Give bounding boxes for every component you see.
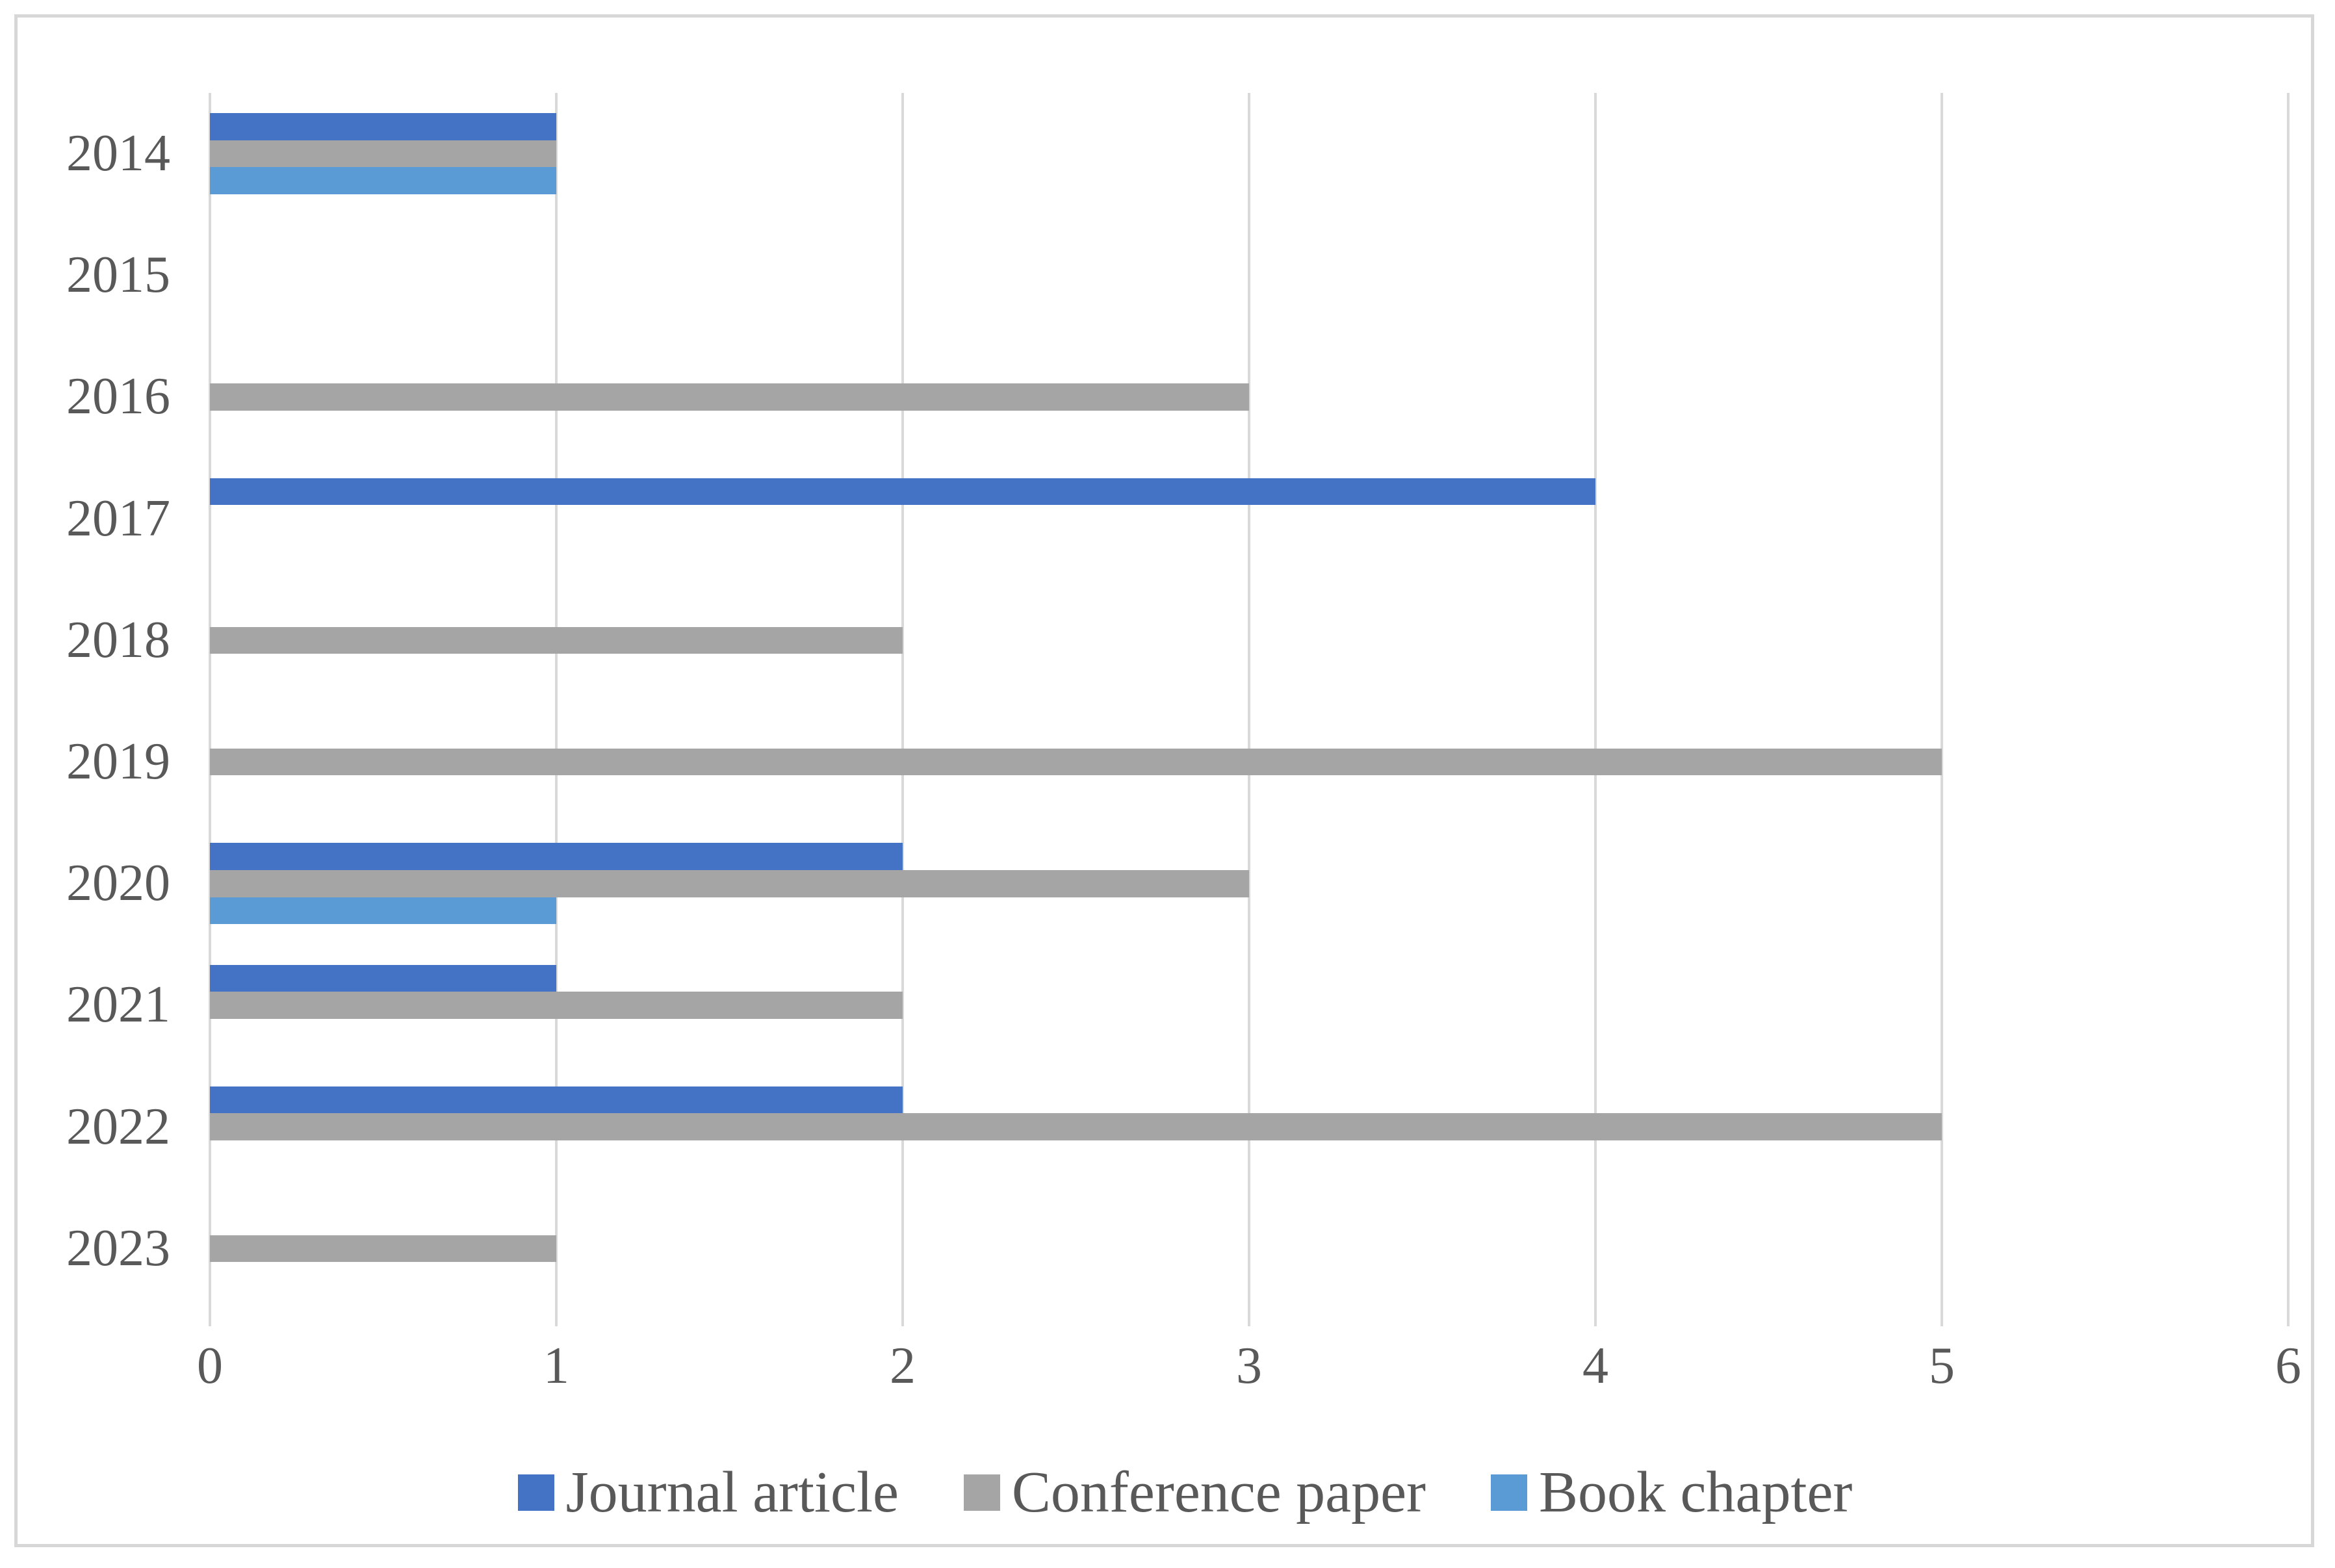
category-label-2018: 2018 [66,611,170,669]
tick-mark-3 [1248,1309,1250,1326]
bar-conference-paper-2020 [210,870,1249,897]
gridline-x-1 [555,93,558,1309]
legend-marker-icon [517,1474,554,1511]
legend: Journal article Conference paper Book chap… [18,1450,2335,1535]
gridline-x-6 [2287,93,2290,1309]
gridline-x-5 [1941,93,1943,1309]
category-label-2021: 2021 [66,976,170,1034]
bar-conference-paper-2019 [210,748,1942,776]
y-axis-category-labels: 2014 2015 2016 2017 2018 2019 2020 2021 2022 2023 [18,93,170,1309]
category-label-2016: 2016 [66,368,170,426]
bar-conference-paper-2018 [210,626,903,654]
bar-journal-article-2017 [210,478,1595,506]
tick-mark-0 [209,1309,211,1326]
legend-label: Conference paper [1011,1460,1426,1524]
category-label-2019: 2019 [66,733,170,790]
category-label-2015: 2015 [66,246,170,304]
tick-mark-4 [1594,1309,1597,1326]
tick-mark-2 [901,1309,904,1326]
bar-journal-article-2020 [210,843,903,870]
tick-mark-5 [1941,1309,1943,1326]
bar-journal-article-2022 [210,1086,903,1114]
legend-marker-icon [1491,1474,1528,1511]
bar-journal-article-2021 [210,964,556,992]
tick-mark-6 [2287,1309,2290,1326]
bar-conference-paper-2014 [210,140,556,168]
legend-label: Book chapter [1539,1460,1853,1524]
x-axis-tick-label: 0 [197,1337,223,1394]
category-label-2017: 2017 [66,489,170,547]
gridline-x-3 [1248,93,1250,1309]
x-axis-tick-label: 5 [1929,1337,1955,1394]
bar-conference-paper-2022 [210,1113,1942,1140]
category-label-2022: 2022 [66,1098,170,1155]
gridline-x-0 [209,93,211,1309]
x-axis-tick-label: 3 [1236,1337,1262,1394]
bar-conference-paper-2021 [210,992,903,1019]
bar-book-chapter-2014 [210,167,556,194]
legend-label: Journal article [565,1460,899,1524]
gridline-x-4 [1594,93,1597,1309]
tick-mark-1 [555,1309,558,1326]
legend-item-journal-article: Journal article [517,1460,899,1524]
category-label-2023: 2023 [66,1219,170,1277]
bar-journal-article-2014 [210,113,556,140]
legend-item-book-chapter: Book chapter [1491,1463,1852,1522]
legend-marker-icon [963,1474,1000,1511]
x-axis-tick-label: 1 [543,1337,569,1394]
chart-frame: 2014 2015 2016 2017 2018 2019 2020 2021 2022 2023… [14,14,2314,1547]
x-axis-tick-label: 2 [890,1337,916,1394]
legend-item-conference-paper: Conference paper [963,1460,1426,1524]
category-label-2014: 2014 [66,125,170,182]
x-axis-tick-label: 6 [2275,1337,2301,1394]
category-label-2020: 2020 [66,855,170,912]
x-axis-tick-label: 4 [1582,1337,1608,1394]
gridline-x-2 [901,93,904,1309]
bar-book-chapter-2020 [210,897,556,925]
bar-conference-paper-2023 [210,1235,556,1263]
plot-area [209,93,2290,1309]
bar-conference-paper-2016 [210,383,1249,411]
